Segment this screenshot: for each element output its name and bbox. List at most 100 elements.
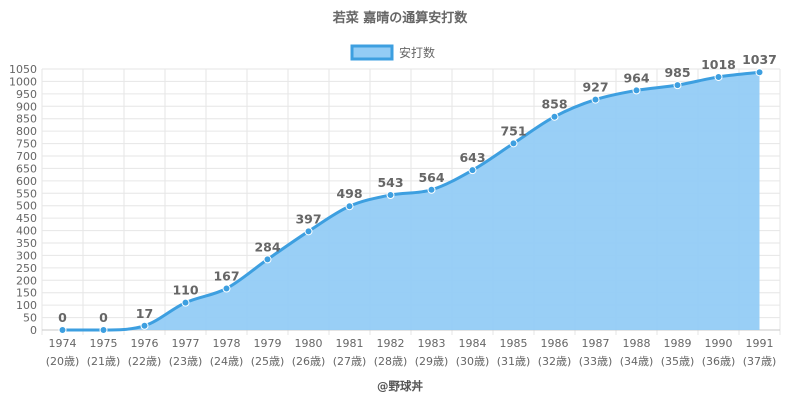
- x-tick-label: 1974: [49, 337, 77, 350]
- series-area: [62, 72, 760, 330]
- legend-swatch: [350, 44, 394, 61]
- x-tick-sublabel: (30歳): [456, 355, 490, 368]
- y-axis: 0501001502002503003504004505005506006507…: [9, 63, 37, 337]
- data-point: [714, 72, 723, 81]
- y-tick-label: 800: [16, 125, 37, 138]
- x-tick-sublabel: (37歳): [743, 355, 777, 368]
- x-tick-label: 1983: [418, 337, 446, 350]
- data-label: 0: [99, 310, 108, 325]
- x-tick-sublabel: (35歳): [661, 355, 695, 368]
- data-point: [673, 81, 682, 90]
- data-point: [468, 166, 477, 175]
- x-tick-sublabel: (27歳): [333, 355, 367, 368]
- data-label: 643: [459, 150, 485, 165]
- y-tick-label: 600: [16, 175, 37, 188]
- y-tick-label: 250: [16, 262, 37, 275]
- data-label: 110: [172, 283, 198, 298]
- data-point: [58, 326, 67, 334]
- y-tick-label: 900: [16, 100, 37, 113]
- x-tick-label: 1991: [746, 337, 774, 350]
- y-tick-label: 1050: [9, 63, 37, 76]
- data-point: [140, 321, 149, 330]
- data-point: [99, 326, 108, 334]
- y-tick-label: 200: [16, 274, 37, 287]
- x-tick-label: 1982: [377, 337, 405, 350]
- y-tick-label: 400: [16, 225, 37, 238]
- data-label: 1018: [701, 57, 736, 72]
- data-label: 751: [500, 123, 526, 138]
- x-tick-sublabel: (32歳): [538, 355, 572, 368]
- x-tick-label: 1977: [172, 337, 200, 350]
- y-tick-label: 50: [23, 312, 37, 325]
- data-label: 167: [213, 268, 239, 283]
- data-label: 498: [336, 186, 362, 201]
- data-point: [632, 86, 641, 95]
- legend[interactable]: 安打数: [350, 44, 435, 61]
- x-tick-sublabel: (31歳): [497, 355, 531, 368]
- x-tick-label: 1985: [500, 337, 528, 350]
- data-point: [755, 68, 764, 77]
- data-label: 1037: [742, 52, 777, 67]
- x-tick-label: 1986: [541, 337, 569, 350]
- y-tick-label: 350: [16, 237, 37, 250]
- y-tick-label: 0: [30, 324, 37, 337]
- x-axis: 1974 (20歳) 1975 (21歳) 1976 (22歳) 1977 (23歳) 1978…: [42, 329, 780, 368]
- y-tick-label: 1000: [9, 75, 37, 88]
- x-tick-sublabel: (33歳): [579, 355, 613, 368]
- x-tick-label: 1990: [705, 337, 733, 350]
- data-label: 564: [418, 170, 444, 185]
- x-tick-label: 1976: [131, 337, 159, 350]
- y-tick-label: 300: [16, 249, 37, 262]
- x-tick-label: 1981: [336, 337, 364, 350]
- data-point: [386, 191, 395, 200]
- y-tick-label: 100: [16, 299, 37, 312]
- data-label: 964: [623, 70, 649, 85]
- data-point: [222, 284, 231, 293]
- x-tick-label: 1979: [254, 337, 282, 350]
- y-tick-label: 950: [16, 88, 37, 101]
- x-tick-sublabel: (23歳): [169, 355, 203, 368]
- x-tick-sublabel: (25歳): [251, 355, 285, 368]
- legend-label: 安打数: [399, 45, 435, 60]
- y-tick-label: 550: [16, 187, 37, 200]
- credit-text: @野球丼: [377, 379, 423, 393]
- data-label: 284: [254, 239, 280, 254]
- data-point: [181, 298, 190, 307]
- x-tick-label: 1975: [90, 337, 118, 350]
- x-tick-sublabel: (26歳): [292, 355, 326, 368]
- data-label: 858: [541, 97, 567, 112]
- data-label: 0: [58, 310, 67, 325]
- x-tick-sublabel: (34歳): [620, 355, 654, 368]
- data-point: [345, 202, 354, 211]
- data-label: 17: [136, 306, 153, 321]
- x-tick-label: 1984: [459, 337, 487, 350]
- data-point: [591, 95, 600, 104]
- data-labels: 0 0 17 110 167 284 397 498 543 564 643 751 858 927 964…: [58, 52, 777, 325]
- data-points: [58, 68, 764, 334]
- data-point: [509, 139, 518, 148]
- data-label: 927: [582, 80, 608, 95]
- data-point: [550, 112, 559, 121]
- data-point: [304, 227, 313, 236]
- x-tick-sublabel: (28歳): [374, 355, 408, 368]
- x-tick-sublabel: (24歳): [210, 355, 244, 368]
- x-tick-sublabel: (20歳): [46, 355, 80, 368]
- x-tick-label: 1980: [295, 337, 323, 350]
- y-tick-label: 150: [16, 287, 37, 300]
- y-tick-label: 450: [16, 212, 37, 225]
- data-label: 985: [664, 65, 690, 80]
- y-tick-label: 750: [16, 138, 37, 151]
- data-label: 543: [377, 175, 403, 190]
- data-point: [427, 185, 436, 194]
- x-tick-label: 1978: [213, 337, 241, 350]
- chart-title: 若菜 嘉晴の通算安打数: [332, 10, 469, 26]
- y-tick-label: 650: [16, 162, 37, 175]
- x-tick-sublabel: (29歳): [415, 355, 449, 368]
- y-tick-label: 700: [16, 150, 37, 163]
- x-tick-label: 1988: [623, 337, 651, 350]
- data-label: 397: [295, 211, 321, 226]
- x-tick-sublabel: (36歳): [702, 355, 736, 368]
- data-point: [263, 255, 272, 264]
- y-tick-label: 850: [16, 113, 37, 126]
